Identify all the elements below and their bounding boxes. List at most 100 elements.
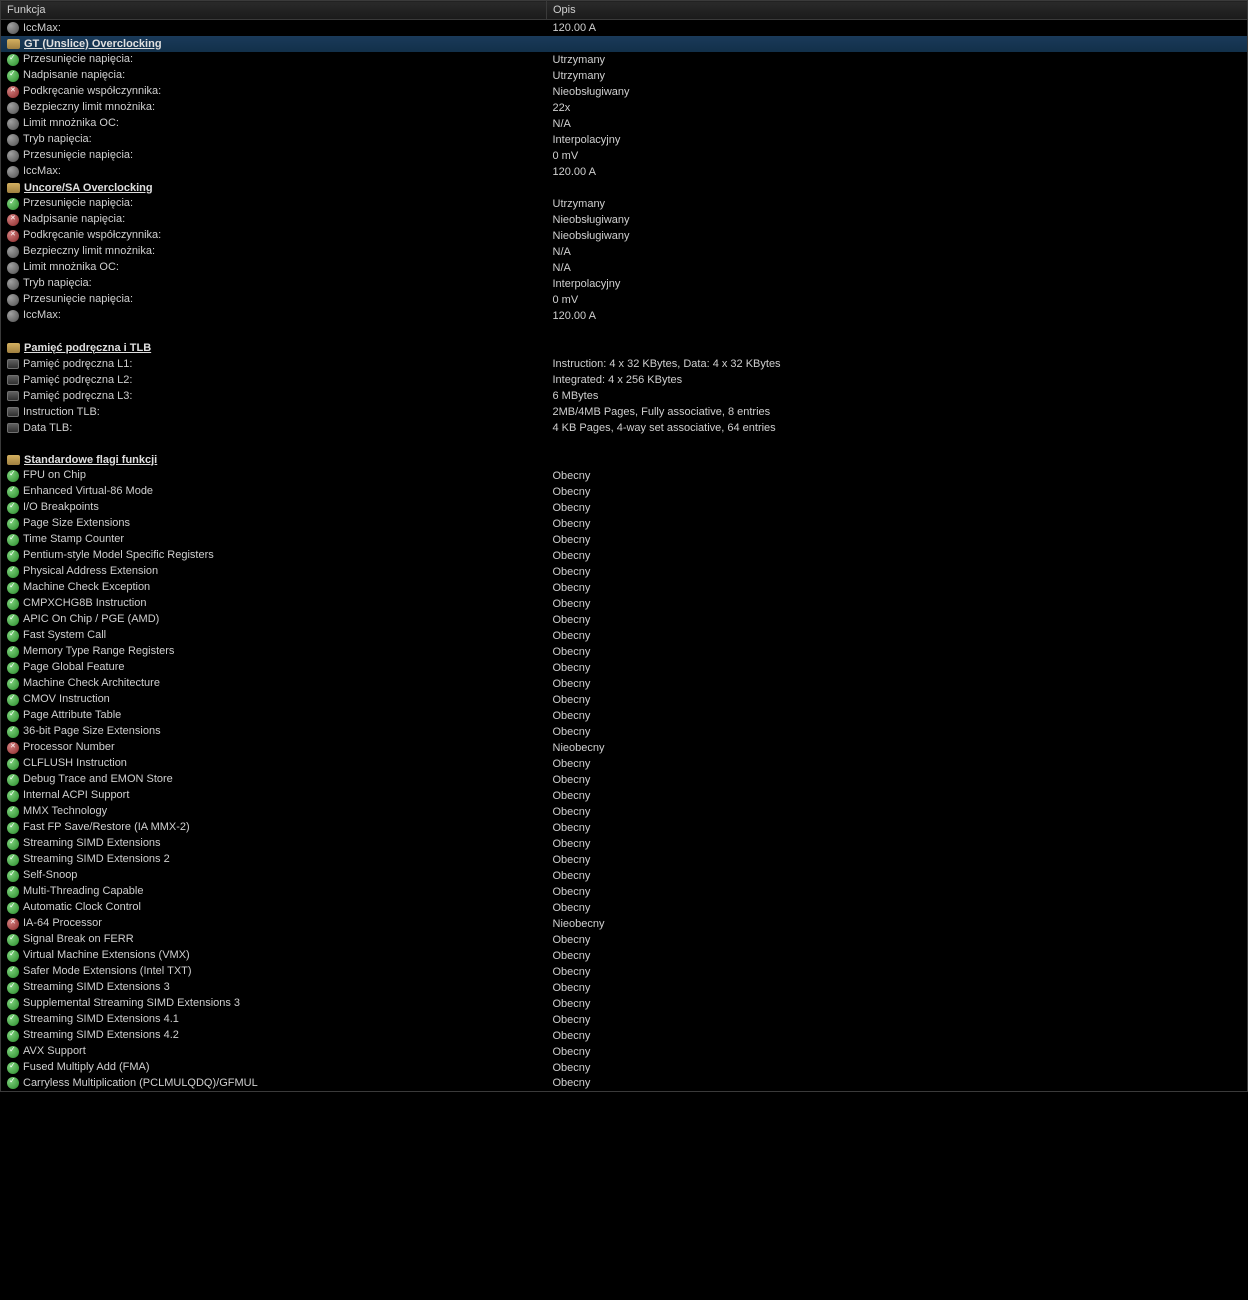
row-value: Obecny [553,966,591,978]
row-label: Data TLB: [23,422,72,434]
table-row[interactable]: Nadpisanie napięcia:Utrzymany [1,68,1248,84]
table-row[interactable]: Streaming SIMD Extensions 4.2Obecny [1,1028,1248,1044]
row-label-cell: IccMax: [1,20,547,36]
row-value-cell: N/A [547,116,1248,132]
table-row[interactable]: Streaming SIMD ExtensionsObecny [1,836,1248,852]
row-label: Streaming SIMD Extensions 4.2 [23,1029,179,1041]
row-label-cell: Przesunięcie napięcia: [1,196,547,212]
header-description[interactable]: Opis [547,1,1248,20]
table-row[interactable]: Time Stamp CounterObecny [1,532,1248,548]
table-row[interactable]: Przesunięcie napięcia:0 mV [1,148,1248,164]
table-row[interactable]: Internal ACPI SupportObecny [1,788,1248,804]
table-row[interactable]: Multi-Threading CapableObecny [1,884,1248,900]
table-row[interactable]: IccMax:120.00 A [1,308,1248,324]
row-value: Obecny [553,1046,591,1058]
table-row[interactable]: CMOV InstructionObecny [1,692,1248,708]
gray-icon [7,150,19,162]
gray-icon [7,166,19,178]
table-row[interactable]: Przesunięcie napięcia:0 mV [1,292,1248,308]
table-row[interactable]: Podkręcanie współczynnika:Nieobsługiwany [1,228,1248,244]
table-row[interactable]: Supplemental Streaming SIMD Extensions 3… [1,996,1248,1012]
table-row[interactable]: Tryb napięcia:Interpolacyjny [1,276,1248,292]
table-row[interactable]: Streaming SIMD Extensions 3Obecny [1,980,1248,996]
row-value: Nieobsługiwany [553,86,630,98]
table-row[interactable]: Physical Address ExtensionObecny [1,564,1248,580]
row-value-cell: Obecny [547,532,1248,548]
table-row[interactable]: I/O BreakpointsObecny [1,500,1248,516]
header-function[interactable]: Funkcja [1,1,547,20]
table-row[interactable]: Carryless Multiplication (PCLMULQDQ)/GFM… [1,1076,1248,1092]
table-row[interactable]: Page Size ExtensionsObecny [1,516,1248,532]
table-row[interactable]: Machine Check ExceptionObecny [1,580,1248,596]
row-label-cell: Przesunięcie napięcia: [1,292,547,308]
table-row[interactable]: FPU on ChipObecny [1,468,1248,484]
table-row[interactable]: Processor NumberNieobecny [1,740,1248,756]
table-row[interactable]: Instruction TLB:2MB/4MB Pages, Fully ass… [1,404,1248,420]
table-row[interactable]: CLFLUSH InstructionObecny [1,756,1248,772]
row-value: 4 KB Pages, 4-way set associative, 64 en… [553,422,776,434]
table-row[interactable]: Page Attribute TableObecny [1,708,1248,724]
table-row[interactable]: Self-SnoopObecny [1,868,1248,884]
row-value-cell: Obecny [547,932,1248,948]
table-row[interactable]: Safer Mode Extensions (Intel TXT)Obecny [1,964,1248,980]
table-row[interactable]: Pamięć podręczna L1:Instruction: 4 x 32 … [1,356,1248,372]
table-row[interactable]: Page Global FeatureObecny [1,660,1248,676]
green-icon [7,566,19,578]
table-row[interactable]: Fused Multiply Add (FMA)Obecny [1,1060,1248,1076]
table-row[interactable]: Pamięć podręczna L2:Integrated: 4 x 256 … [1,372,1248,388]
table-row[interactable]: IccMax:120.00 A [1,20,1248,36]
section-row[interactable]: Pamięć podręczna i TLB [1,340,1248,356]
table-row[interactable]: Fast System CallObecny [1,628,1248,644]
row-label: Podkręcanie współczynnika: [23,85,161,97]
table-row[interactable]: Limit mnożnika OC:N/A [1,260,1248,276]
table-row[interactable]: Automatic Clock ControlObecny [1,900,1248,916]
table-row[interactable]: 36-bit Page Size ExtensionsObecny [1,724,1248,740]
row-value-cell: Obecny [547,724,1248,740]
table-row[interactable]: Data TLB: 4 KB Pages, 4-way set associati… [1,420,1248,436]
section-row[interactable]: Uncore/SA Overclocking [1,180,1248,196]
table-row[interactable]: Nadpisanie napięcia:Nieobsługiwany [1,212,1248,228]
section-row[interactable]: GT (Unslice) Overclocking [1,36,1248,52]
table-row[interactable]: MMX TechnologyObecny [1,804,1248,820]
table-row[interactable]: Pentium-style Model Specific RegistersOb… [1,548,1248,564]
table-row[interactable]: Limit mnożnika OC:N/A [1,116,1248,132]
table-row[interactable]: APIC On Chip / PGE (AMD)Obecny [1,612,1248,628]
table-row[interactable]: Przesunięcie napięcia:Utrzymany [1,52,1248,68]
table-row[interactable]: Podkręcanie współczynnika: Nieobsługiwany [1,84,1248,100]
row-label: CMPXCHG8B Instruction [23,597,146,609]
table-row[interactable]: Przesunięcie napięcia:Utrzymany [1,196,1248,212]
row-label: Pamięć podręczna L2: [23,374,132,386]
section-row[interactable]: Standardowe flagi funkcji [1,452,1248,468]
table-row[interactable]: IA-64 ProcessorNieobecny [1,916,1248,932]
green-icon [7,470,19,482]
row-label-cell: Supplemental Streaming SIMD Extensions 3 [1,996,547,1012]
table-row[interactable]: Debug Trace and EMON StoreObecny [1,772,1248,788]
table-row[interactable]: Pamięć podręczna L3:6 MBytes [1,388,1248,404]
table-row[interactable]: Bezpieczny limit mnożnika:N/A [1,244,1248,260]
table-row[interactable]: Fast FP Save/Restore (IA MMX-2)Obecny [1,820,1248,836]
green-icon [7,534,19,546]
table-row[interactable]: Memory Type Range RegistersObecny [1,644,1248,660]
table-row[interactable]: Tryb napięcia:Interpolacyjny [1,132,1248,148]
table-row[interactable]: Signal Break on FERRObecny [1,932,1248,948]
table-row[interactable]: AVX SupportObecny [1,1044,1248,1060]
table-row[interactable]: Streaming SIMD Extensions 2Obecny [1,852,1248,868]
table-row[interactable]: Machine Check ArchitectureObecny [1,676,1248,692]
table-row[interactable]: Streaming SIMD Extensions 4.1Obecny [1,1012,1248,1028]
row-value: Obecny [553,1062,591,1074]
table-row[interactable]: CMPXCHG8B InstructionObecny [1,596,1248,612]
row-value-cell: Obecny [547,820,1248,836]
table-row[interactable]: Enhanced Virtual-86 ModeObecny [1,484,1248,500]
row-label: FPU on Chip [23,469,86,481]
table-row[interactable]: Bezpieczny limit mnożnika:22x [1,100,1248,116]
spacer-row [1,436,1248,452]
row-label: Nadpisanie napięcia: [23,69,125,81]
table-header-row: Funkcja Opis [1,1,1248,20]
table-row[interactable]: IccMax:120.00 A [1,164,1248,180]
row-label: Bezpieczny limit mnożnika: [23,245,155,257]
row-label-cell: Podkręcanie współczynnika: [1,84,547,100]
table-row[interactable]: Virtual Machine Extensions (VMX)Obecny [1,948,1248,964]
row-label: Pamięć podręczna i TLB [24,342,151,354]
row-label-cell: Automatic Clock Control [1,900,547,916]
green-icon [7,1077,19,1089]
